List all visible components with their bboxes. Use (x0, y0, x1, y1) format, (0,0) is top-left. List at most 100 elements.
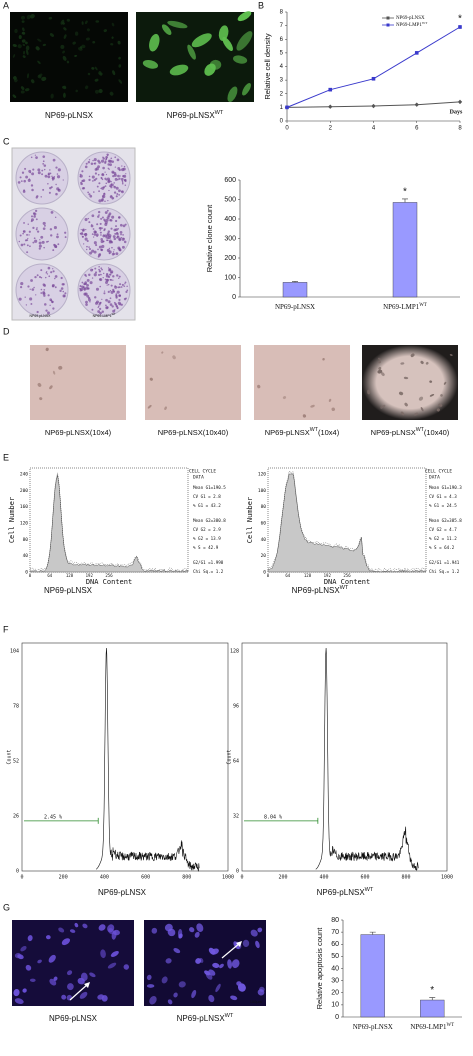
colony (47, 172, 51, 176)
y-tick-label: 4 (280, 64, 284, 70)
cell (60, 44, 65, 49)
caption: NP69-pLNSX (45, 111, 94, 120)
cell (41, 76, 47, 81)
colony (114, 177, 118, 181)
y-tick-label: 0 (236, 869, 239, 875)
colony (27, 178, 31, 182)
cell (255, 940, 260, 949)
colony (98, 270, 102, 273)
colony (50, 271, 53, 274)
cell (377, 357, 382, 360)
colony (110, 227, 113, 230)
colony (30, 156, 33, 159)
cell (227, 959, 233, 969)
stats-line: % G2 = 13.9 (193, 536, 221, 541)
colony (110, 195, 113, 197)
cell (95, 20, 100, 23)
colony (87, 161, 91, 164)
cell (259, 986, 265, 992)
cell (429, 380, 433, 383)
colony (55, 192, 58, 196)
colony (97, 248, 99, 251)
x-tick-label: 128 (66, 573, 74, 578)
colony (110, 284, 113, 287)
colony (112, 174, 115, 178)
cell (161, 24, 172, 35)
colony (109, 185, 111, 187)
colony (22, 232, 24, 235)
colony (118, 177, 121, 180)
x-tick-label: 0 (285, 126, 289, 132)
colony (116, 290, 120, 294)
colony (20, 286, 23, 289)
colony (94, 267, 97, 270)
error-bar (369, 931, 376, 935)
colony (89, 194, 93, 198)
cell (142, 60, 159, 69)
y-tick-label: 40 (331, 965, 339, 972)
colony (91, 308, 94, 311)
colony (98, 190, 100, 193)
colony (121, 245, 125, 249)
colony (110, 240, 113, 243)
cell (237, 11, 252, 22)
cell (35, 46, 40, 51)
colony (107, 159, 111, 163)
image-bg (144, 920, 266, 1006)
colony (121, 182, 124, 185)
colony (113, 185, 117, 189)
colony (62, 283, 65, 286)
colony (114, 309, 116, 311)
colony (26, 244, 29, 247)
colony (117, 216, 121, 219)
colony (25, 175, 28, 179)
cell (146, 974, 152, 981)
colony (54, 216, 57, 219)
arrow-head (84, 982, 90, 988)
colony (112, 171, 114, 174)
colony (60, 276, 63, 280)
colony (38, 241, 42, 245)
colony (97, 255, 100, 258)
cell (66, 60, 70, 64)
cell (212, 962, 220, 968)
colony (118, 275, 121, 278)
stats-line: G2/G1 =1.998 (193, 560, 224, 565)
cell (72, 41, 76, 45)
colony (87, 191, 89, 194)
colony (92, 180, 94, 182)
cell (178, 981, 186, 988)
colony (64, 292, 67, 295)
colony (43, 294, 46, 297)
colony (107, 267, 110, 269)
colony (122, 224, 126, 228)
caption: NP69-pLNSXWT(10x40) (371, 427, 450, 437)
cell (378, 360, 381, 364)
x-tick-label: NP69-LMP1WT (383, 303, 427, 311)
colony (105, 304, 107, 307)
cell (27, 73, 29, 79)
well (15, 151, 69, 205)
x-tick-label: 800 (401, 875, 410, 881)
colony (122, 237, 125, 240)
cell (420, 407, 424, 412)
bar (392, 202, 418, 298)
cell (100, 949, 106, 959)
cell (410, 353, 415, 358)
colony (98, 268, 100, 271)
axis-label: Count (227, 749, 233, 764)
marker (414, 51, 419, 55)
y-tick-label: 60 (261, 521, 267, 527)
colony (112, 279, 114, 281)
superscript: WT (365, 887, 374, 893)
colony (88, 273, 91, 277)
superscript: WT (225, 1013, 234, 1019)
colony (30, 303, 33, 305)
colony (19, 234, 22, 237)
y-tick-label: 0 (335, 1014, 339, 1021)
colony (101, 244, 105, 249)
superscript: WT (112, 313, 116, 316)
well (77, 151, 131, 205)
colony (111, 305, 114, 308)
